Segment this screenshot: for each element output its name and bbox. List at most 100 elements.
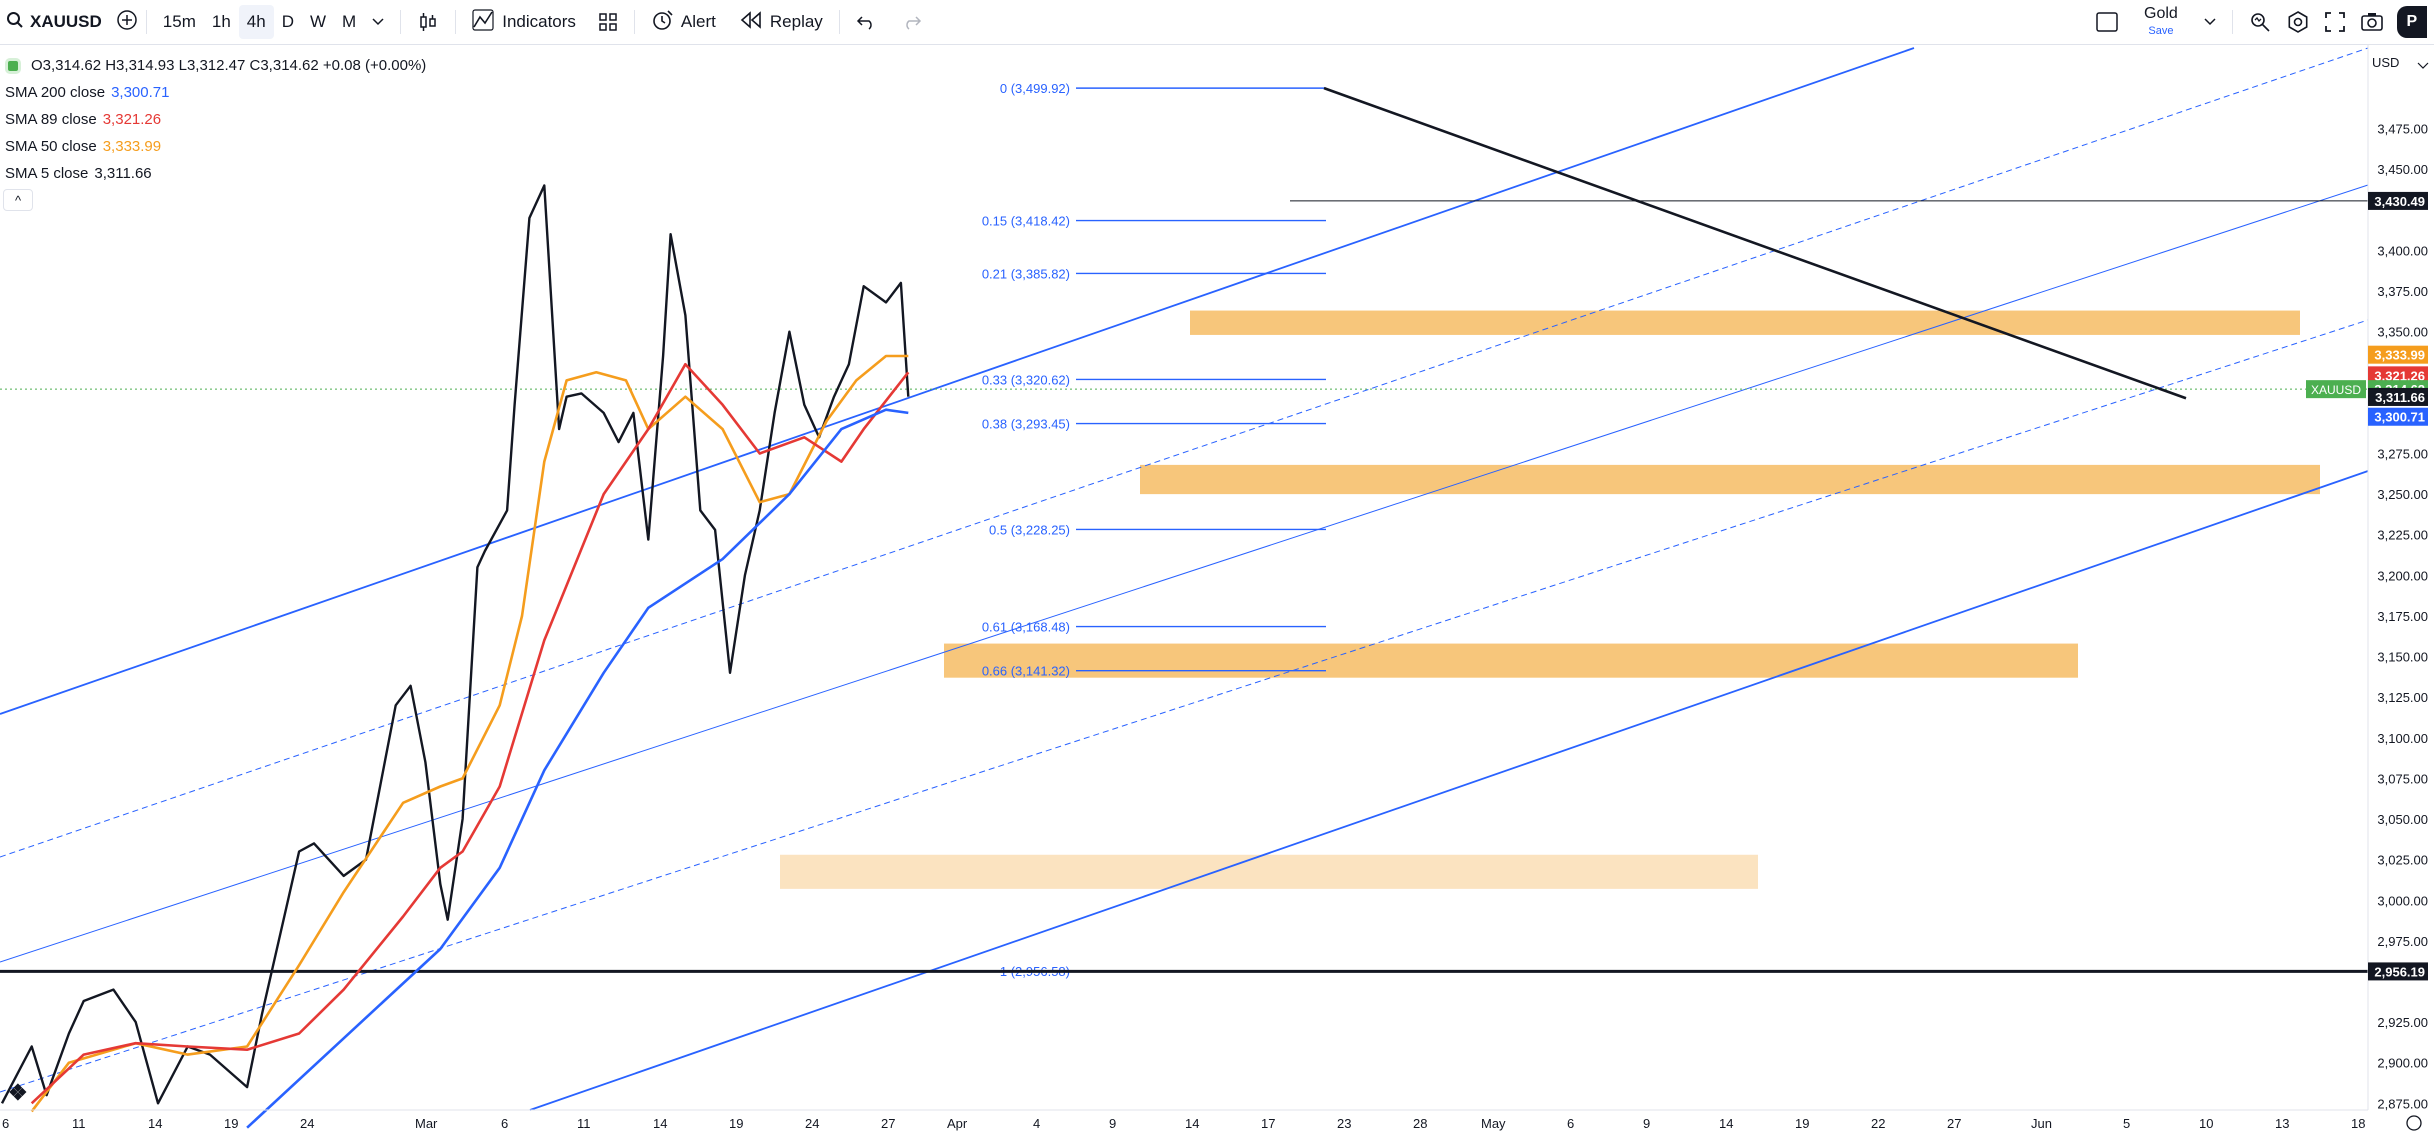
price-tick-label: 3,375.00 <box>2377 284 2428 299</box>
legend-panel: O3,314.62 H3,314.93 L3,312.47 C3,314.62 … <box>0 52 432 211</box>
time-tick-label: 10 <box>2199 1116 2213 1131</box>
price-tick-label: 3,125.00 <box>2377 690 2428 705</box>
fib-level-label: 0.61 (3,168.48) <box>982 620 1070 635</box>
time-tick-label: 24 <box>805 1116 819 1131</box>
alert-label: Alert <box>680 12 716 31</box>
price-tick-label: 3,275.00 <box>2377 447 2428 462</box>
currency-label: USD <box>2372 55 2399 70</box>
descending-trend-line <box>1323 86 2187 400</box>
indicators-label: Indicators <box>502 12 576 31</box>
avatar-initial: P <box>2406 13 2418 30</box>
price-tick-label: 3,075.00 <box>2377 771 2428 786</box>
time-tick-label: 11 <box>72 1116 86 1131</box>
legend-sma-200-value: 3,300.71 <box>111 84 170 101</box>
time-tick-label: 9 <box>1109 1116 1116 1131</box>
channel-lower-line <box>529 470 2369 1111</box>
horizontal-lines <box>0 200 2368 973</box>
zone-rect <box>944 643 2078 678</box>
price-mark-label: 3,430.49 <box>2374 194 2425 209</box>
legend-sma-89-value: 3,321.26 <box>102 111 162 128</box>
interval-15m[interactable]: 15m <box>162 12 196 31</box>
legend-sma-50-value: 3,333.99 <box>102 138 162 155</box>
add-symbol-icon[interactable] <box>116 9 138 36</box>
time-tick-label: 17 <box>1261 1116 1275 1131</box>
price-mark-label: 3,300.71 <box>2374 410 2425 425</box>
price-tick-label: 3,475.00 <box>2377 122 2428 137</box>
chart-canvas[interactable]: 0 (3,499.92) 0.15 (3,418.42) 0.21 (3,385.8… <box>0 45 2434 1134</box>
price-mark-label: 3,333.99 <box>2374 348 2425 363</box>
layout-select-icon[interactable] <box>2088 5 2126 39</box>
channel-upper-line <box>0 47 1915 715</box>
legend-sma-50[interactable]: SMA 50 close 3,333.99 <box>0 133 432 160</box>
price-mark-label: 3,311.66 <box>2375 390 2425 405</box>
interval-d[interactable]: D <box>281 12 294 31</box>
price-tick-label: 3,000.00 <box>2377 893 2428 908</box>
price-tick-label: 2,975.00 <box>2377 934 2428 949</box>
layout-name-box[interactable]: Gold Save <box>2144 5 2178 38</box>
alert-clock-icon <box>651 9 673 36</box>
symbol-name[interactable]: XAUUSD <box>30 12 102 31</box>
time-tick-label: 23 <box>1337 1116 1351 1131</box>
indicators-button[interactable]: Indicators <box>464 5 584 39</box>
price-tick-label: 3,350.00 <box>2377 325 2428 340</box>
candle-type-icon[interactable] <box>409 5 447 39</box>
time-tick-label: 11 <box>577 1116 591 1131</box>
market-status-dot <box>5 57 21 74</box>
legend-sma-200[interactable]: SMA 200 close 3,300.71 <box>0 79 432 106</box>
legend-collapse-button[interactable]: ^ <box>3 189 33 211</box>
time-tick-label: 6 <box>1567 1116 1574 1131</box>
avatar[interactable]: P <box>2396 6 2427 38</box>
replay-button[interactable]: Replay <box>732 5 831 39</box>
interval-m[interactable]: M <box>342 12 357 31</box>
time-tick-label: 19 <box>1795 1116 1809 1131</box>
time-tick-label: 13 <box>2275 1116 2289 1131</box>
tv-logo-icon: ❖ <box>8 1080 28 1105</box>
redo-icon[interactable] <box>894 5 930 39</box>
quick-search-icon[interactable] <box>2241 5 2279 39</box>
search-icon[interactable] <box>6 11 24 34</box>
interval-w[interactable]: W <box>310 12 327 31</box>
time-tick-label: Jun <box>2031 1116 2052 1131</box>
channel-dashed-line-lower <box>0 319 2369 1093</box>
legend-sma-5-value: 3,311.66 <box>94 165 152 182</box>
symbol-tag-badge <box>2306 380 2366 399</box>
zone-rect <box>1140 464 2320 495</box>
fib-retracement: 0 (3,499.92) 0.15 (3,418.42) 0.21 (3,385.8… <box>982 81 1326 979</box>
symbol-tag-label: XAUUSD <box>2311 383 2361 397</box>
time-tick-label: 18 <box>2351 1116 2365 1131</box>
time-tick-label: 19 <box>224 1116 238 1131</box>
legend-sma-89[interactable]: SMA 89 close 3,321.26 <box>0 106 432 133</box>
chevron-down-icon[interactable] <box>364 5 392 39</box>
time-tick-label: Mar <box>415 1116 438 1131</box>
interval-1h[interactable]: 1h <box>211 12 231 31</box>
price-tick-label: 3,200.00 <box>2377 568 2428 583</box>
layout-chevron-down-icon[interactable] <box>2196 5 2224 39</box>
templates-icon[interactable] <box>590 5 626 39</box>
interval-4h[interactable]: 4h <box>238 5 274 39</box>
alert-button[interactable]: Alert <box>643 5 724 39</box>
fib-level-label: 0.15 (3,418.42) <box>982 214 1070 229</box>
price-tick-label: 3,450.00 <box>2377 162 2428 177</box>
fullscreen-icon[interactable] <box>2317 5 2353 39</box>
legend-sma-89-label: SMA 89 close <box>5 111 97 128</box>
price-axis: USD 3,475.00 3,450.00 3,400.00 3,375.00 3,350… <box>2306 45 2434 1134</box>
series-line-sma-50-close <box>30 354 909 1113</box>
time-tick-label: 24 <box>300 1116 314 1131</box>
price-tick-label: 2,875.00 <box>2377 1096 2428 1111</box>
chevron-up-icon: ^ <box>14 192 22 208</box>
time-tick-label: Apr <box>947 1116 968 1131</box>
time-tick-label: 27 <box>881 1116 895 1131</box>
settings-gear-icon[interactable] <box>2279 5 2317 39</box>
zone-rect <box>1190 310 2300 335</box>
legend-sma-5[interactable]: SMA 5 close 3,311.66 <box>0 160 432 187</box>
fib-level-label: 0.38 (3,293.45) <box>982 417 1070 432</box>
camera-icon[interactable] <box>2353 5 2391 39</box>
price-tick-label: 3,100.00 <box>2377 731 2428 746</box>
series-line-sma-5-close <box>0 184 910 1105</box>
channel-mid-line <box>0 184 2369 963</box>
replay-icon <box>740 10 762 34</box>
time-tick-label: 27 <box>1947 1116 1961 1131</box>
legend-sma-50-label: SMA 50 close <box>5 138 97 155</box>
time-tick-label: 5 <box>2123 1116 2130 1131</box>
undo-icon[interactable] <box>848 5 884 39</box>
